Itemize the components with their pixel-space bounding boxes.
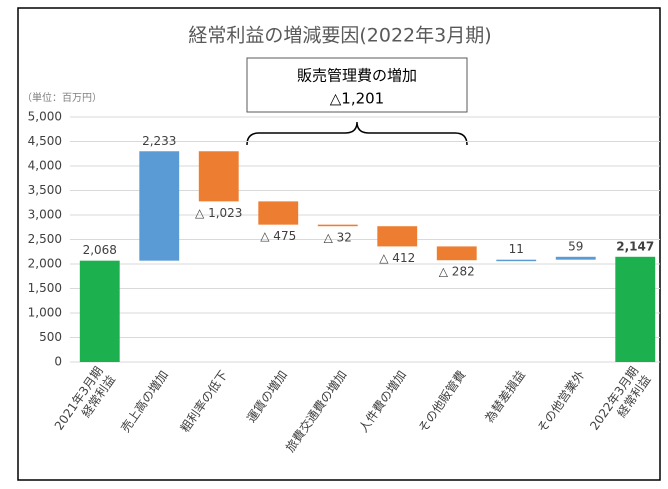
bar bbox=[555, 256, 596, 260]
y-tick-label: 3,000 bbox=[28, 208, 62, 222]
chart-title: 経常利益の増減要因(2022年3月期) bbox=[188, 25, 491, 47]
value-label: 2,147 bbox=[616, 239, 654, 253]
bar bbox=[436, 246, 477, 261]
bar bbox=[198, 151, 239, 202]
value-label: △ 282 bbox=[439, 265, 475, 279]
bar bbox=[377, 226, 418, 247]
bar bbox=[258, 201, 299, 225]
annotation-title: 販売管理費の増加 bbox=[297, 67, 417, 85]
y-tick-label: 0 bbox=[54, 355, 62, 369]
bar bbox=[317, 224, 358, 227]
value-label: △ 1,023 bbox=[195, 206, 242, 220]
annotation-value: △1,201 bbox=[330, 90, 384, 108]
value-label: △ 475 bbox=[260, 229, 296, 243]
unit-label: （単位：百万円） bbox=[22, 91, 102, 104]
y-tick-label: 4,000 bbox=[28, 159, 62, 173]
annotation-box bbox=[246, 57, 468, 113]
y-tick-label: 1,500 bbox=[28, 281, 62, 295]
bar bbox=[496, 259, 537, 262]
value-label: 2,068 bbox=[83, 243, 117, 257]
y-tick-label: 4,500 bbox=[28, 134, 62, 148]
bar bbox=[79, 260, 120, 362]
y-tick-label: 3,500 bbox=[28, 183, 62, 197]
value-label: △ 412 bbox=[379, 251, 415, 265]
y-tick-label: 2,500 bbox=[28, 232, 62, 246]
bar bbox=[615, 256, 656, 362]
y-tick-label: 1,000 bbox=[28, 306, 62, 320]
bar bbox=[139, 151, 180, 261]
value-label: △ 32 bbox=[324, 231, 352, 245]
value-label: 59 bbox=[568, 239, 583, 253]
y-tick-label: 500 bbox=[39, 330, 62, 344]
brace bbox=[246, 121, 468, 146]
value-label: 2,233 bbox=[142, 134, 176, 148]
y-tick-label: 2,000 bbox=[28, 257, 62, 271]
y-tick-label: 5,000 bbox=[28, 110, 62, 124]
value-label: 11 bbox=[509, 242, 524, 256]
